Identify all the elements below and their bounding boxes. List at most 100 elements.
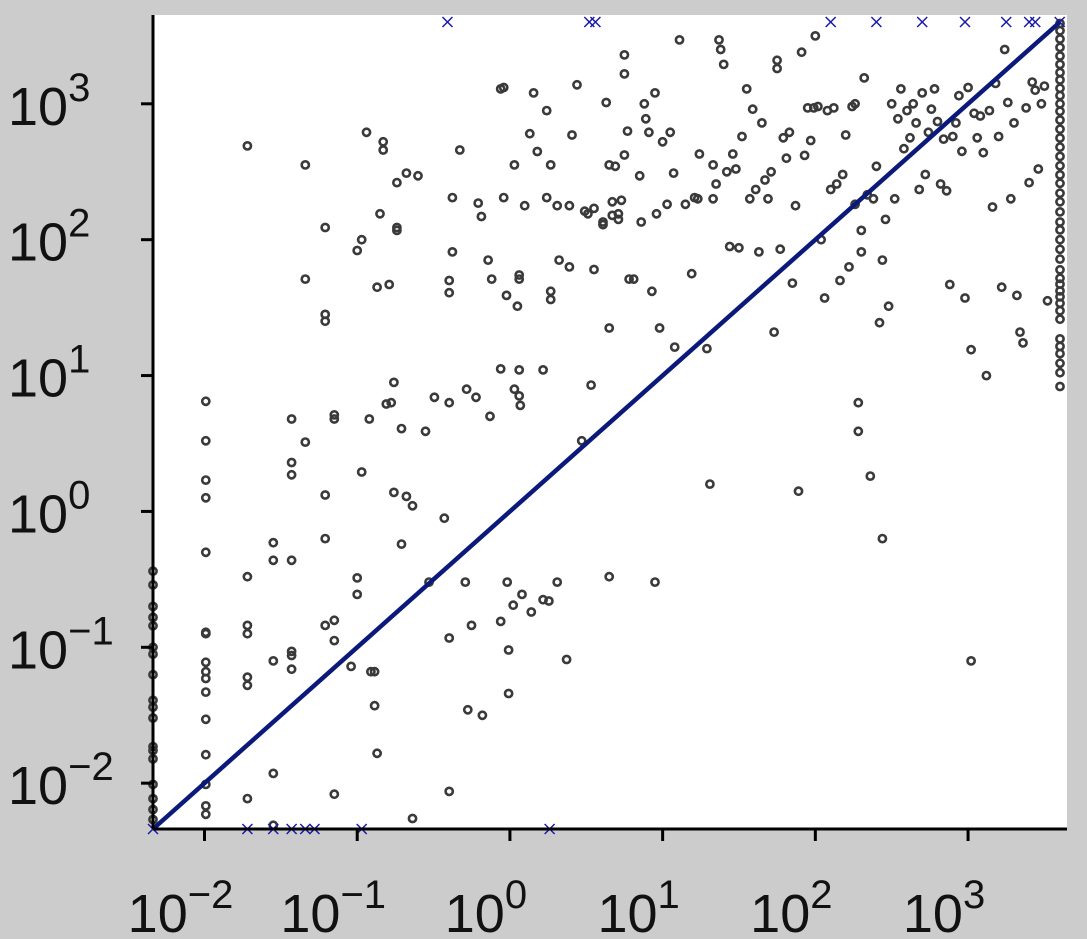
data-point <box>286 469 297 480</box>
data-point <box>461 384 472 395</box>
data-point <box>200 687 211 697</box>
data-point <box>757 118 767 128</box>
data-point <box>662 199 672 210</box>
data-point <box>586 380 596 390</box>
tick-label-base: 10 <box>903 884 963 939</box>
data-point <box>899 143 909 154</box>
data-point <box>1002 97 1013 108</box>
tick-label-base: 10 <box>280 884 340 939</box>
data-point <box>502 577 513 587</box>
data-point <box>473 198 484 208</box>
data-point <box>369 700 380 711</box>
data-point <box>917 88 928 98</box>
data-point <box>766 166 776 177</box>
data-point <box>300 274 311 284</box>
data-point <box>1042 295 1053 306</box>
data-point <box>200 749 211 760</box>
data-point <box>545 286 556 297</box>
data-point <box>938 134 949 144</box>
data-point <box>886 98 897 109</box>
data-point <box>567 130 577 140</box>
data-point <box>947 131 958 142</box>
data-point <box>1036 98 1047 109</box>
data-point <box>524 128 535 139</box>
data-point <box>850 199 860 210</box>
data-point <box>384 279 395 290</box>
data-point <box>911 118 921 128</box>
censored-point-marker <box>916 16 928 28</box>
data-point <box>1005 193 1016 204</box>
data-point <box>960 293 970 303</box>
data-point <box>718 59 729 70</box>
data-point <box>361 127 372 138</box>
data-point <box>364 414 375 424</box>
data-point <box>447 192 458 203</box>
data-point <box>856 246 867 257</box>
y-tick-label: 100 <box>8 473 90 544</box>
data-point <box>329 789 340 800</box>
data-point <box>840 130 851 140</box>
data-point <box>644 127 654 138</box>
data-point <box>715 44 726 55</box>
data-point <box>972 132 983 143</box>
data-point <box>329 615 340 626</box>
tick-label-base: 10 <box>8 620 68 680</box>
data-point <box>650 577 660 587</box>
data-point <box>902 105 912 116</box>
data-point <box>200 547 211 558</box>
data-point <box>564 200 575 211</box>
data-point <box>407 813 418 824</box>
y-tick-label: 10−1 <box>8 609 114 680</box>
data-point <box>503 688 514 699</box>
data-point <box>778 132 789 143</box>
data-point <box>877 533 888 544</box>
data-point <box>501 290 512 301</box>
data-point <box>1009 118 1019 128</box>
data-point <box>200 801 211 811</box>
y-tick-label: 103 <box>8 66 90 137</box>
data-point <box>388 377 399 388</box>
x-tick-label: 100 <box>445 873 527 939</box>
tick-label-exponent: 1 <box>68 338 90 382</box>
data-point <box>554 255 564 265</box>
data-point <box>396 423 407 434</box>
data-point <box>391 177 402 188</box>
data-point <box>813 101 823 112</box>
data-point <box>923 127 934 138</box>
data-point <box>987 202 998 212</box>
data-point <box>517 589 527 600</box>
tick-label-exponent: 0 <box>505 873 527 917</box>
data-point <box>439 513 450 524</box>
reference-line-y-equals-x <box>151 20 1062 831</box>
data-point <box>515 400 526 411</box>
data-point <box>200 492 211 503</box>
data-point <box>737 131 747 142</box>
data-point <box>908 98 919 109</box>
data-point <box>462 704 473 715</box>
data-point <box>601 97 612 108</box>
data-point <box>604 323 615 333</box>
data-point <box>564 261 575 272</box>
data-point <box>799 150 810 161</box>
data-point <box>610 161 621 172</box>
data-point <box>1055 264 1065 275</box>
tick-label-exponent: −1 <box>340 873 386 917</box>
data-point <box>607 196 618 207</box>
data-point <box>576 435 587 446</box>
data-point <box>477 710 488 721</box>
y-tick-label: 101 <box>8 338 90 409</box>
data-point <box>200 435 211 446</box>
reference-line-layer <box>151 20 1062 831</box>
data-point <box>665 127 676 138</box>
data-point <box>963 82 973 93</box>
data-point <box>268 656 279 666</box>
data-point <box>650 88 660 98</box>
data-point <box>856 225 867 236</box>
data-point <box>495 363 506 374</box>
data-point <box>1055 206 1065 217</box>
data-point <box>420 426 431 437</box>
data-point <box>401 168 412 178</box>
data-point <box>1021 103 1031 113</box>
data-point <box>483 255 493 265</box>
y-tick-label: 102 <box>8 202 90 273</box>
